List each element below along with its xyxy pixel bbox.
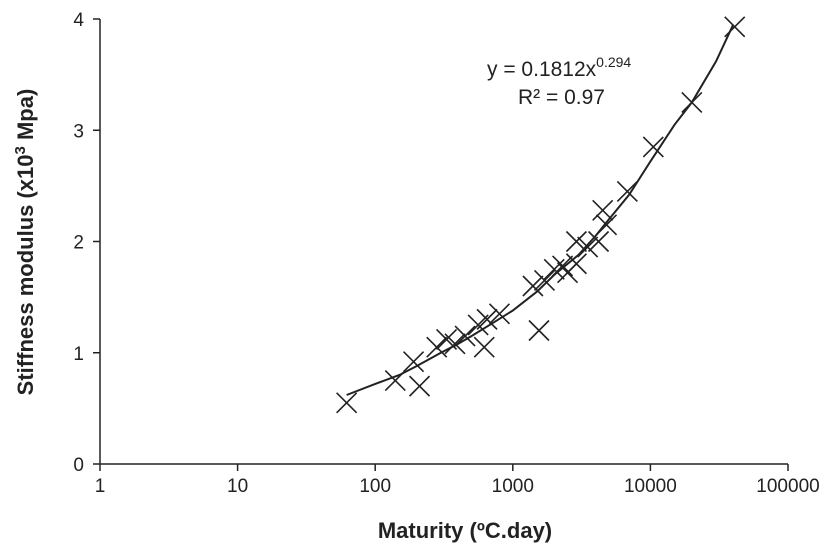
data-point-x-marker [473, 336, 495, 358]
x-axis-title: Maturity (ºC.day) [378, 518, 552, 543]
x-tick-label: 100 [359, 476, 391, 497]
x-tick-label: 1000 [492, 476, 534, 497]
data-point-x-marker [444, 333, 466, 355]
x-ticks: 1 10 100 1000 10000 100000 [95, 464, 820, 497]
y-tick-label: 2 [73, 233, 84, 254]
data-point-x-marker [543, 258, 565, 280]
y-axis-title-main: Stiffness modulus (x10 [13, 154, 38, 395]
data-point-x-marker [467, 314, 489, 336]
y-tick-label: 4 [73, 10, 84, 31]
equation-exponent: 0.294 [596, 54, 631, 70]
axes [99, 19, 788, 465]
data-point-x-marker [587, 230, 610, 253]
r-squared-label: R² = 0.97 [518, 86, 605, 109]
data-point-x-marker [488, 303, 511, 325]
data-point-x-marker [528, 319, 550, 342]
data-point-x-marker [476, 308, 498, 330]
data-point-x-marker [336, 392, 358, 414]
x-tick-label: 1 [95, 476, 106, 497]
x-tick-label: 10 [227, 476, 248, 497]
data-point-x-marker [522, 275, 544, 297]
data-point-x-marker [642, 136, 664, 158]
data-point-x-marker [595, 214, 618, 236]
data-point-x-marker [616, 180, 638, 203]
trend-line [346, 24, 735, 396]
x-tick-label: 10000 [624, 476, 677, 497]
y-tick-label: 3 [73, 121, 84, 142]
y-tick-label: 1 [73, 344, 84, 365]
data-point-x-marker [426, 336, 448, 358]
y-tick-label: 0 [73, 455, 84, 476]
y-ticks: 0 1 2 3 4 [73, 10, 100, 476]
trend-equation: y = 0.1812x0.294 [487, 54, 631, 81]
data-point-x-marker [552, 255, 574, 277]
data-point-x-marker [533, 269, 556, 292]
x-tick-label: 100000 [756, 476, 819, 497]
data-points [336, 16, 746, 414]
data-point-x-marker [565, 230, 587, 253]
y-axis-title: Stiffness modulus (x103 Mpa) [12, 89, 38, 396]
data-point-x-marker [724, 16, 746, 38]
data-point-x-marker [454, 325, 476, 347]
y-axis-title-unit: Mpa) [13, 89, 38, 146]
data-point-x-marker [384, 369, 406, 392]
data-point-x-marker [565, 253, 587, 275]
data-point-x-marker [402, 351, 425, 373]
data-point-x-marker [592, 199, 614, 221]
data-point-x-marker [681, 91, 703, 114]
y-axis-title-sup: 3 [12, 146, 29, 154]
equation-base: y = 0.1812x [487, 58, 597, 81]
data-point-x-marker [408, 375, 431, 397]
data-point-x-marker [577, 236, 599, 258]
